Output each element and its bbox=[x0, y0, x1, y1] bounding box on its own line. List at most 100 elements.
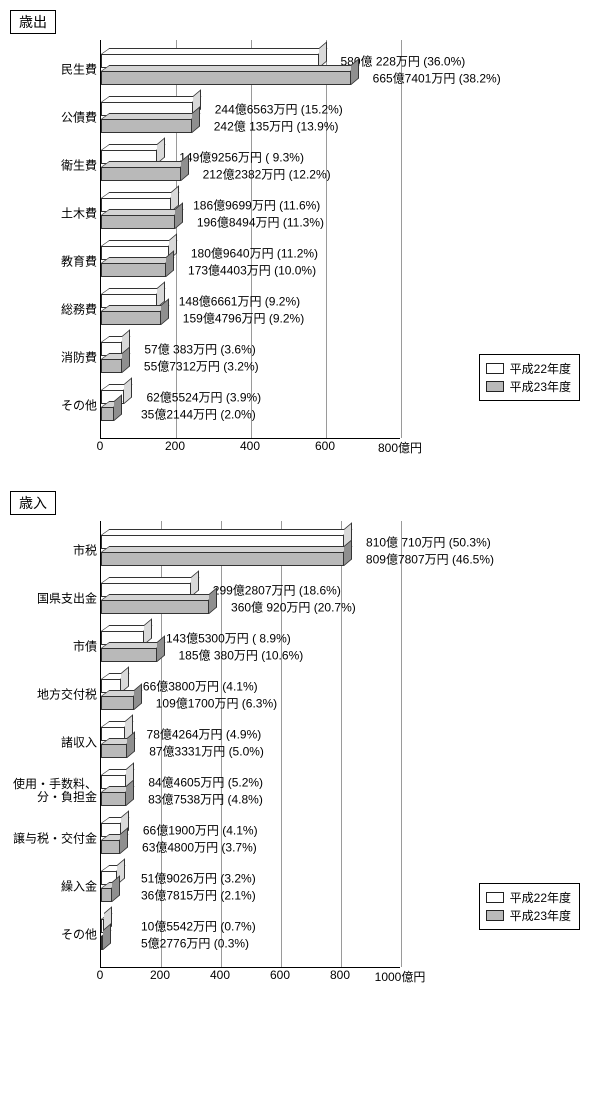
chart-plot: 市税 810億 710万円 (50.3%) 809億7807万円 (46.5%) bbox=[100, 521, 400, 968]
bar-s1: 62億5524万円 (3.9%) bbox=[101, 390, 400, 404]
row-label: 民生費 bbox=[13, 63, 101, 76]
row-label: 衛生費 bbox=[13, 159, 101, 172]
chart-title: 歳入 bbox=[10, 491, 56, 515]
axis-tick: 800億円 bbox=[378, 439, 422, 456]
chart-plot: 民生費 580億 228万円 (36.0%) 665億7401万円 (38.2%… bbox=[100, 40, 400, 439]
bar-value-label: 185億 380万円 (10.6%) bbox=[169, 647, 304, 664]
chart-1: 歳入 市税 810億 710万円 (50.3%) 809 bbox=[10, 491, 590, 990]
row-label: 繰入金 bbox=[13, 880, 101, 893]
row-1: 国県支出金 299億2807万円 (18.6%) 360億 920万円 (20.… bbox=[101, 583, 400, 614]
legend-swatch-icon bbox=[486, 910, 504, 921]
row-label: 消防費 bbox=[13, 351, 101, 364]
bar-value-label: 55億7312万円 (3.2%) bbox=[134, 358, 259, 375]
bar-value-label: 78億4264万円 (4.9%) bbox=[137, 726, 262, 743]
row-2: 市債 143億5300万円 ( 8.9%) 185億 380万円 (10.6%) bbox=[101, 631, 400, 662]
bar-s1: 57億 383万円 (3.6%) bbox=[101, 342, 400, 356]
bar-s2: 109億1700万円 (6.3%) bbox=[101, 696, 400, 710]
bar-value-label: 196億8494万円 (11.3%) bbox=[187, 214, 324, 231]
bar-value-label: 35億2144万円 (2.0%) bbox=[131, 406, 256, 423]
row-2: 衛生費 149億9256万円 ( 9.3%) 212億2382万円 (12.2%… bbox=[101, 150, 400, 181]
row-8: その他 10億5542万円 (0.7%) 5億2776万円 (0.3%) bbox=[101, 919, 400, 950]
legend-swatch-icon bbox=[486, 363, 504, 374]
row-label: 譲与税・交付金 bbox=[13, 832, 101, 845]
axis-tick: 0 bbox=[97, 439, 104, 453]
axis-tick: 800 bbox=[330, 968, 350, 982]
row-0: 民生費 580億 228万円 (36.0%) 665億7401万円 (38.2%… bbox=[101, 54, 400, 85]
row-label: 諸収入 bbox=[13, 736, 101, 749]
axis-tick: 400 bbox=[210, 968, 230, 982]
axis-tick: 400 bbox=[240, 439, 260, 453]
row-3: 土木費 186億9699万円 (11.6%) 196億8494万円 (11.3%… bbox=[101, 198, 400, 229]
axis-tick: 600 bbox=[315, 439, 335, 453]
legend-item-h22: 平成22年度 bbox=[486, 889, 571, 906]
bar-value-label: 63億4800万円 (3.7%) bbox=[132, 839, 257, 856]
bar-value-label: 143億5300万円 ( 8.9%) bbox=[156, 630, 291, 647]
row-1: 公債費 244億6563万円 (15.2%) 242億 135万円 (13.9%… bbox=[101, 102, 400, 133]
legend: 平成22年度 平成23年度 bbox=[479, 883, 580, 930]
row-label: 使用・手数料、 分・負担金 bbox=[13, 777, 101, 803]
bar-s2: 87億3331万円 (5.0%) bbox=[101, 744, 400, 758]
bar-value-label: 299億2807万円 (18.6%) bbox=[203, 582, 341, 599]
charts-root: 歳出 民生費 580億 228万円 (36.0%) 66 bbox=[10, 10, 590, 990]
bar-s2: 196億8494万円 (11.3%) bbox=[101, 215, 400, 229]
bar-value-label: 180億9640万円 (11.2%) bbox=[181, 245, 318, 262]
row-7: その他 62億5524万円 (3.9%) 35億2144万円 (2.0%) bbox=[101, 390, 400, 421]
bar-value-label: 109億1700万円 (6.3%) bbox=[146, 695, 277, 712]
row-0: 市税 810億 710万円 (50.3%) 809億7807万円 (46.5%) bbox=[101, 535, 400, 566]
row-label: 土木費 bbox=[13, 207, 101, 220]
bar-value-label: 360億 920万円 (20.7%) bbox=[221, 599, 356, 616]
legend-swatch-icon bbox=[486, 892, 504, 903]
bar-value-label: 173億4403万円 (10.0%) bbox=[178, 262, 316, 279]
bar-s1: 84億4605万円 (5.2%) bbox=[101, 775, 400, 789]
bar-value-label: 159億4796万円 (9.2%) bbox=[173, 310, 304, 327]
bar-s1: 51億9026万円 (3.2%) bbox=[101, 871, 400, 885]
row-3: 地方交付税 66億3800万円 (4.1%) 109億1700万円 (6.3%) bbox=[101, 679, 400, 710]
axis-tick: 200 bbox=[150, 968, 170, 982]
row-label: 国県支出金 bbox=[13, 592, 101, 605]
legend-label: 平成22年度 bbox=[510, 889, 571, 906]
bar-s2: 35億2144万円 (2.0%) bbox=[101, 407, 400, 421]
row-6: 消防費 57億 383万円 (3.6%) 55億7312万円 (3.2%) bbox=[101, 342, 400, 373]
row-5: 総務費 148億6661万円 (9.2%) 159億4796万円 (9.2%) bbox=[101, 294, 400, 325]
bar-value-label: 149億9256万円 ( 9.3%) bbox=[169, 149, 304, 166]
row-label: その他 bbox=[13, 399, 101, 412]
axis-tick: 0 bbox=[97, 968, 104, 982]
axis-tick: 1000億円 bbox=[375, 968, 426, 985]
row-label: 公債費 bbox=[13, 111, 101, 124]
bar-s2: 242億 135万円 (13.9%) bbox=[101, 119, 400, 133]
bar-s2: 55億7312万円 (3.2%) bbox=[101, 359, 400, 373]
bar-value-label: 242億 135万円 (13.9%) bbox=[204, 118, 339, 135]
bar-s2: 185億 380万円 (10.6%) bbox=[101, 648, 400, 662]
bar-value-label: 62億5524万円 (3.9%) bbox=[136, 389, 261, 406]
bar-value-label: 10億5542万円 (0.7%) bbox=[131, 918, 256, 935]
bar-s2: 360億 920万円 (20.7%) bbox=[101, 600, 400, 614]
bar-value-label: 244億6563万円 (15.2%) bbox=[205, 101, 343, 118]
bar-s2: 212億2382万円 (12.2%) bbox=[101, 167, 400, 181]
row-5: 使用・手数料、 分・負担金 84億4605万円 (5.2%) 83億7538万円… bbox=[101, 775, 400, 806]
x-axis: 0200400600800億円 bbox=[100, 439, 400, 461]
bar-value-label: 83億7538万円 (4.8%) bbox=[138, 791, 263, 808]
bar-s2: 665億7401万円 (38.2%) bbox=[101, 71, 400, 85]
chart-0: 歳出 民生費 580億 228万円 (36.0%) 66 bbox=[10, 10, 590, 461]
bar-value-label: 809億7807万円 (46.5%) bbox=[356, 551, 494, 568]
bar-value-label: 665億7401万円 (38.2%) bbox=[363, 70, 501, 87]
row-6: 譲与税・交付金 66億1900万円 (4.1%) 63億4800万円 (3.7%… bbox=[101, 823, 400, 854]
bar-s2: 83億7538万円 (4.8%) bbox=[101, 792, 400, 806]
bar-s2: 809億7807万円 (46.5%) bbox=[101, 552, 400, 566]
bar-value-label: 66億3800万円 (4.1%) bbox=[133, 678, 258, 695]
bar-value-label: 810億 710万円 (50.3%) bbox=[356, 534, 491, 551]
row-4: 諸収入 78億4264万円 (4.9%) 87億3331万円 (5.0%) bbox=[101, 727, 400, 758]
bar-s2: 5億2776万円 (0.3%) bbox=[101, 936, 400, 950]
legend-label: 平成22年度 bbox=[510, 360, 571, 377]
row-label: 市税 bbox=[13, 544, 101, 557]
bar-s2: 36億7815万円 (2.1%) bbox=[101, 888, 400, 902]
bar-s1: 66億1900万円 (4.1%) bbox=[101, 823, 400, 837]
legend-label: 平成23年度 bbox=[510, 907, 571, 924]
bar-value-label: 5億2776万円 (0.3%) bbox=[131, 935, 249, 952]
bar-s1: 66億3800万円 (4.1%) bbox=[101, 679, 400, 693]
bar-value-label: 36億7815万円 (2.1%) bbox=[131, 887, 256, 904]
bar-s1: 78億4264万円 (4.9%) bbox=[101, 727, 400, 741]
bar-s2: 63億4800万円 (3.7%) bbox=[101, 840, 400, 854]
row-label: 市債 bbox=[13, 640, 101, 653]
bar-value-label: 186億9699万円 (11.6%) bbox=[183, 197, 320, 214]
